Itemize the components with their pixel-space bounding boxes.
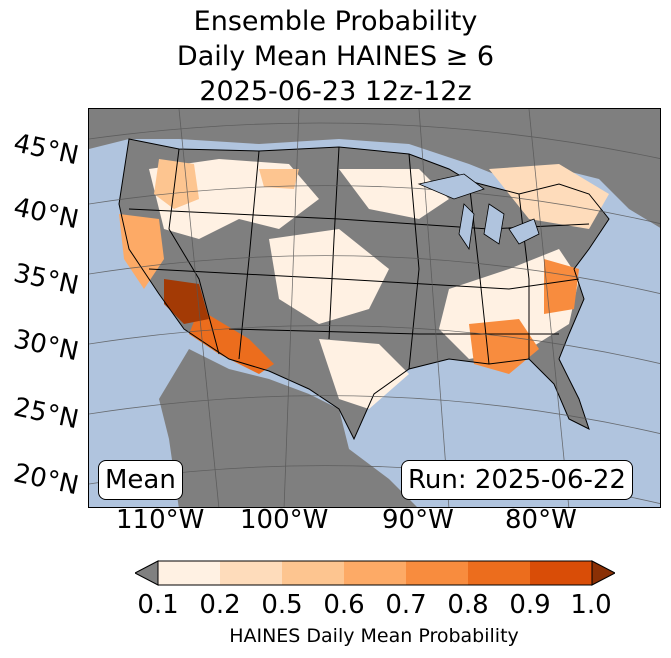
colorbar-frame (157, 560, 593, 586)
lat-label-35n: 35°N (10, 258, 82, 302)
probability-map (88, 108, 661, 508)
colorbar-cell-6 (530, 561, 593, 585)
canada-landmass (89, 109, 660, 228)
lon-label-100w: 100°W (240, 505, 329, 535)
colorbar-under-arrow (135, 560, 159, 586)
colorbar-cell-4 (406, 561, 469, 585)
colorbar-tick-2: 0.5 (261, 590, 303, 620)
state-boundaries (118, 138, 610, 441)
region-montana-moderate (259, 169, 299, 189)
title-line-2: Daily Mean HAINES ≥ 6 (176, 41, 495, 72)
region-northeast-light (489, 164, 609, 229)
region-texas-light (319, 339, 409, 409)
region-california-moderate (119, 214, 164, 289)
mean-label-box: Mean (98, 460, 183, 500)
run-date-box: Run: 2025-06-22 (401, 460, 633, 500)
colorbar-cell-3 (344, 561, 407, 585)
lat-label-40n: 40°N (10, 192, 82, 236)
mexico-landmass (159, 349, 417, 507)
colorbar-cell-2 (282, 561, 345, 585)
lat-label-25n: 25°N (10, 392, 82, 436)
region-northern-plains-light (339, 169, 449, 219)
lon-label-80w: 80°W (505, 505, 577, 535)
lon-label-90w: 90°W (382, 505, 454, 535)
colorbar-cell-1 (220, 561, 283, 585)
great-lakes (417, 173, 540, 251)
colorbar-over-arrow (591, 560, 615, 586)
region-mojave-highest (164, 279, 209, 324)
title-line-3: 2025-06-23 12z-12z (199, 76, 472, 107)
title-line-1: Ensemble Probability (193, 6, 478, 37)
lat-label-20n: 20°N (10, 458, 82, 502)
lat-label-30n: 30°N (10, 324, 82, 368)
region-arizona-high (189, 309, 274, 374)
colorbar-tick-5: 0.8 (447, 590, 489, 620)
colorbar-tick-6: 0.9 (509, 590, 551, 620)
colorbar-tick-3: 0.6 (323, 590, 365, 620)
colorbar (135, 560, 615, 586)
colorbar-tick-7: 1.0 (570, 590, 612, 620)
colorbar-label: HAINES Daily Mean Probability (229, 625, 519, 647)
colorbar-cell-5 (468, 561, 531, 585)
colorbar-tick-0: 0.1 (137, 590, 179, 620)
region-central-light (269, 229, 389, 324)
colorbar-tick-4: 0.7 (385, 590, 427, 620)
colorbar-cells (158, 561, 593, 585)
lon-label-110w: 110°W (116, 505, 205, 535)
colorbar-cell-0 (158, 561, 221, 585)
colorbar-tick-1: 0.2 (199, 590, 241, 620)
map-svg (89, 109, 660, 507)
lat-label-45n: 45°N (10, 128, 82, 172)
